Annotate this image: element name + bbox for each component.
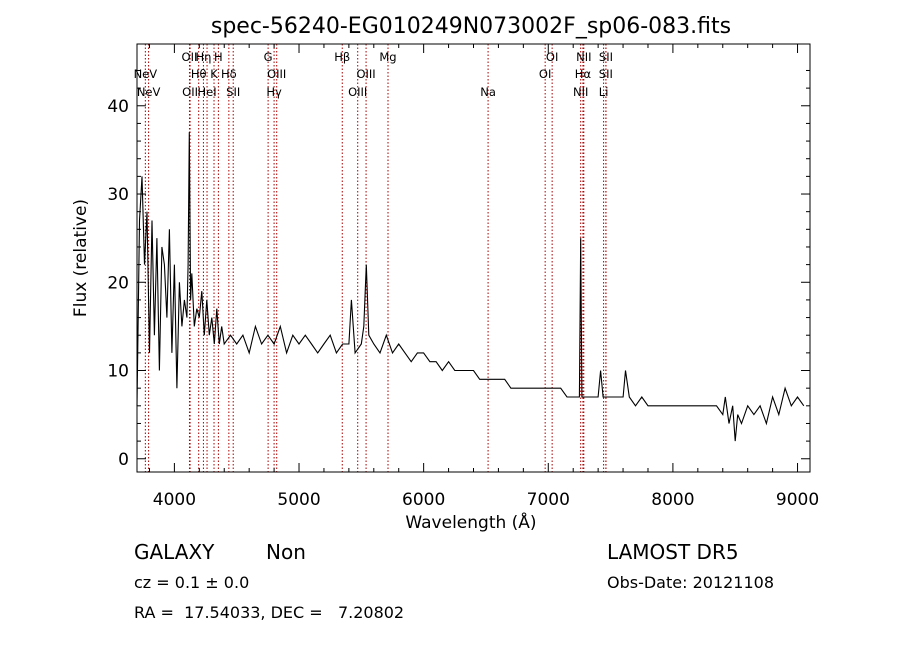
line-marker-label: HeI [197, 85, 216, 99]
line-marker-label: Li [599, 85, 609, 99]
chart-title: spec-56240-EG010249N073002F_sp06-083.fit… [211, 14, 731, 39]
y-axis-ticks: 0 10 20 30 40 [107, 69, 810, 470]
x-axis-ticks: 4000 5000 6000 7000 8000 9000 [148, 44, 819, 510]
line-marker-label: SII [599, 50, 613, 64]
object-subclass: Non [266, 540, 306, 564]
plot-frame [136, 43, 811, 473]
line-marker-label: NeV [137, 85, 161, 99]
line-marker-label: NII [576, 50, 591, 64]
line-marker-label: OII [182, 85, 198, 99]
x-tick-label: 4000 [153, 490, 196, 510]
y-tick-label: 40 [107, 97, 129, 117]
y-tick-label: 0 [118, 450, 129, 470]
line-marker-label: Hη [195, 50, 211, 64]
line-marker-label: Hδ [221, 67, 237, 81]
line-marker-label: OII [182, 50, 198, 64]
line-marker-label: Hα [575, 67, 592, 81]
line-marker-label: G [264, 50, 273, 64]
y-tick-label: 10 [107, 362, 129, 382]
line-marker-label: NII [573, 85, 588, 99]
line-marker-label: K [210, 67, 218, 81]
line-marker-label: OIII [348, 85, 367, 99]
x-tick-label: 9000 [776, 490, 819, 510]
line-marker-label: Hγ [266, 85, 282, 99]
x-tick-label: 6000 [402, 490, 445, 510]
x-tick-label: 5000 [277, 490, 320, 510]
x-tick-label: 8000 [651, 490, 694, 510]
observation-date: Obs-Date: 20121108 [607, 573, 775, 592]
y-axis-label: Flux (relative) [71, 199, 91, 317]
line-marker-label: OIII [356, 67, 375, 81]
y-tick-label: 20 [107, 273, 129, 293]
redshift-readout: cz = 0.1 ± 0.0 [134, 573, 250, 592]
line-marker-label: SII [226, 85, 240, 99]
object-class: GALAXY [134, 540, 215, 564]
line-marker-label: Hθ [191, 67, 207, 81]
line-marker-label: SII [599, 67, 613, 81]
line-marker-label: Na [480, 85, 496, 99]
x-tick-label: 7000 [527, 490, 570, 510]
x-axis-label: Wavelength (Å) [405, 511, 536, 533]
y-tick-label: 30 [107, 185, 129, 205]
survey-name: LAMOST DR5 [607, 540, 739, 564]
line-marker-label: Hβ [334, 50, 350, 64]
coordinates-readout: RA = 17.54033, DEC = 7.20802 [134, 603, 405, 622]
line-marker-label: H [214, 50, 223, 64]
line-marker-label: Mg [379, 50, 396, 64]
spectrum-line [136, 132, 805, 442]
spectral-line-markers [144, 44, 607, 472]
line-marker-label: OI [546, 50, 558, 64]
line-marker-label: OIII [267, 67, 286, 81]
line-marker-label: OI [539, 67, 551, 81]
